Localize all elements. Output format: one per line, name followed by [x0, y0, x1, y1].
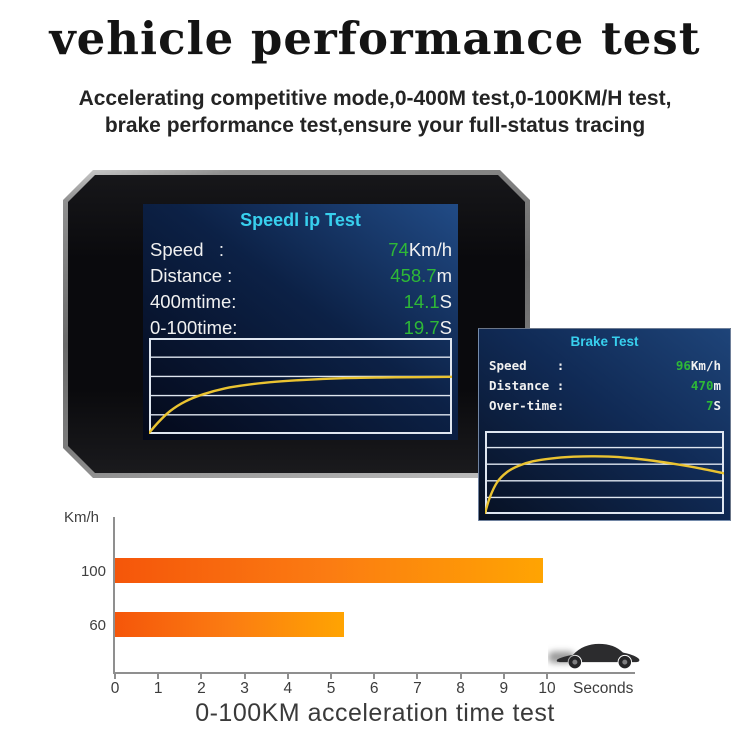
0-100time-row-value: 19.7S	[403, 317, 452, 338]
x-tick-label: 8	[456, 680, 465, 697]
x-tick-mark	[502, 674, 505, 679]
y-axis-line	[113, 517, 115, 674]
bar-60kmh	[115, 612, 344, 637]
400mtime-row-label: 400mtime:	[150, 291, 237, 312]
400mtime-row: 400mtime: 14.1S	[150, 289, 452, 315]
speed-curve	[149, 375, 452, 434]
x-tick-label: 5	[326, 680, 336, 697]
x-tick-label: 1	[153, 680, 163, 697]
x-tick-mark	[114, 674, 116, 679]
y-axis-label: Km/h	[64, 509, 100, 526]
speed-row: Speed : 74Km/h	[150, 237, 452, 263]
subtitle-line-1: Accelerating competitive mode,0-400M tes…	[78, 87, 672, 110]
subtitle-line-2: brake performance test,ensure your full-…	[104, 114, 646, 137]
bar-label-100: 100	[80, 563, 106, 580]
speed-row-value: 74Km/h	[388, 239, 452, 260]
x-axis-line	[113, 672, 635, 674]
brake-test-rows: Speed : 96Km/h Distance : 470m Over-time…	[489, 355, 721, 415]
car-icon	[548, 643, 640, 669]
x-tick-label: 10	[538, 680, 556, 697]
0-100time-row: 0-100time: 19.7S	[150, 315, 452, 341]
400mtime-row-value: 14.1S	[403, 291, 452, 312]
brake-distance-value: 470m	[690, 377, 721, 393]
x-axis-unit-label: Seconds	[573, 680, 634, 697]
speed-test-screen: Speedl ip Test Speed : 74Km/h Distance :…	[143, 204, 458, 440]
speed-curve	[485, 455, 724, 514]
0-100time-row-label: 0-100time:	[150, 317, 238, 338]
speed-test-graph	[149, 338, 452, 434]
distance-row: Distance : 458.7m	[150, 263, 452, 289]
bar-label-60: 60	[89, 617, 106, 634]
speed-test-rows: Speed : 74Km/h Distance : 458.7m 400mtim…	[150, 237, 452, 341]
x-tick-label: 9	[499, 680, 509, 697]
bar-100kmh	[115, 558, 543, 583]
brake-distance-label: Distance :	[489, 377, 565, 393]
x-tick-mark	[546, 674, 548, 679]
brake-overtime-value: 7S	[705, 397, 721, 413]
distance-row-value: 458.7m	[390, 265, 452, 286]
brake-speed-label: Speed :	[489, 357, 565, 373]
speed-row-label: Speed :	[150, 239, 225, 260]
brake-overtime-row: Over-time: 7S	[489, 395, 721, 415]
page-subtitle: Accelerating competitive mode,0-400M tes…	[0, 85, 750, 139]
distance-row-label: Distance :	[150, 265, 233, 286]
x-tick-label: 2	[197, 680, 206, 697]
x-tick-mark	[157, 674, 160, 679]
x-tick-label: 0	[110, 680, 120, 697]
brake-test-title: Brake Test	[570, 334, 639, 349]
brake-test-panel: Brake Test Speed : 96Km/h Distance : 470…	[478, 328, 731, 521]
x-tick-mark	[416, 674, 419, 679]
speed-test-title: Speedl ip Test	[240, 210, 361, 230]
x-tick-mark	[200, 674, 203, 679]
x-tick-mark	[243, 674, 246, 679]
x-tick-label: 4	[283, 680, 293, 697]
brake-speed-value: 96Km/h	[675, 357, 721, 373]
x-tick-label: 7	[413, 680, 422, 697]
x-tick-label: 3	[240, 680, 249, 697]
x-tick-mark	[286, 674, 289, 679]
brake-distance-row: Distance : 470m	[489, 375, 721, 395]
brake-test-graph	[485, 431, 724, 514]
x-tick-label: 6	[369, 680, 379, 697]
brake-overtime-label: Over-time:	[489, 397, 565, 413]
x-tick-mark	[330, 674, 332, 679]
x-tick-mark	[459, 674, 462, 679]
brake-speed-row: Speed : 96Km/h	[489, 355, 721, 375]
chart-caption: 0-100KM acceleration time test	[195, 699, 555, 727]
x-tick-mark	[373, 674, 376, 679]
page-title: vehicle performance test	[49, 12, 701, 65]
